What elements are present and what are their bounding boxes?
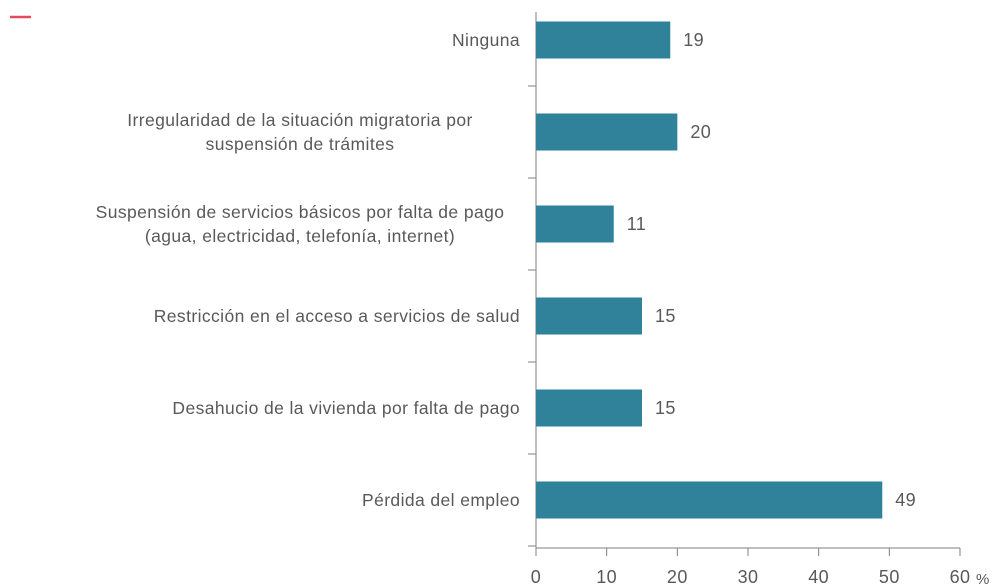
bar (536, 205, 614, 243)
bar (536, 297, 642, 335)
category-label-box: Restricción en el acceso a servicios de … (80, 304, 520, 328)
value-label: 15 (655, 398, 676, 418)
category-label-box: Pérdida del empleo (80, 488, 520, 512)
x-axis-label: % (976, 571, 990, 585)
value-label: 15 (655, 306, 676, 326)
bar (536, 389, 642, 427)
x-tick-label: 10 (596, 567, 617, 585)
bar (536, 113, 678, 151)
bar (536, 21, 671, 59)
category-label: Suspensión de servicios básicos por falt… (95, 202, 505, 246)
value-label: 19 (683, 30, 704, 50)
x-tick-label: 20 (667, 567, 688, 585)
category-label-box: Irregularidad de la situación migratoria… (80, 108, 520, 156)
x-tick-label: 50 (879, 567, 900, 585)
category-label: Ninguna (452, 30, 520, 50)
value-label: 49 (895, 490, 916, 510)
category-label: Irregularidad de la situación migratoria… (127, 110, 473, 154)
x-tick-label: 30 (738, 567, 759, 585)
category-label: Restricción en el acceso a servicios de … (153, 306, 520, 326)
category-label: Desahucio de la vivienda por falta de pa… (172, 398, 520, 418)
x-tick-label: 40 (808, 567, 829, 585)
category-label-box: Suspensión de servicios básicos por falt… (80, 200, 520, 248)
category-label: Pérdida del empleo (362, 490, 520, 510)
value-label: 11 (627, 214, 647, 234)
x-tick-label: 60 (950, 567, 971, 585)
bar (536, 481, 883, 519)
category-label-box: Desahucio de la vivienda por falta de pa… (80, 396, 520, 420)
x-tick-label: 0 (531, 567, 541, 585)
value-label: 20 (690, 122, 711, 142)
category-label-box: Ninguna (80, 28, 520, 52)
